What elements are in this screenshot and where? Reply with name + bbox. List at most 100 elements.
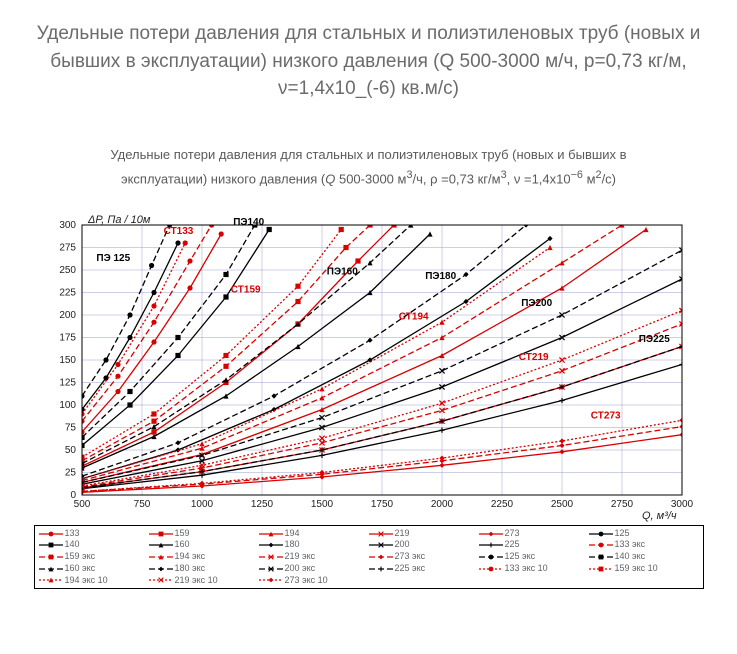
legend-item: 160 экс [39, 563, 149, 575]
legend-item: 125 [589, 528, 699, 540]
legend-swatch [39, 575, 63, 585]
svg-text:50: 50 [64, 445, 76, 456]
svg-text:2500: 2500 [550, 499, 573, 510]
legend-swatch [479, 529, 503, 539]
svg-text:3000: 3000 [670, 499, 693, 510]
legend-label: 159 экс 10 [615, 563, 658, 575]
svg-text:СТ159: СТ159 [230, 284, 260, 295]
svg-text:ΔP, Па / 10м: ΔP, Па / 10м [87, 215, 151, 226]
svg-text:750: 750 [133, 499, 150, 510]
legend-label: 219 [395, 528, 410, 540]
svg-text:1750: 1750 [370, 499, 393, 510]
legend-swatch [589, 540, 613, 550]
legend-swatch [479, 540, 503, 550]
legend-label: 225 экс [395, 563, 426, 575]
legend-item: 225 [479, 539, 589, 551]
svg-text:0: 0 [70, 490, 76, 501]
legend-item [369, 575, 479, 587]
page-title: Удельные потери давления для стальных и … [20, 20, 717, 103]
svg-text:200: 200 [59, 310, 76, 321]
legend-item: 194 экс [149, 551, 259, 563]
legend-item: 219 экс 10 [149, 575, 259, 587]
svg-text:2250: 2250 [490, 499, 513, 510]
legend-item: 180 экс [149, 563, 259, 575]
legend-label: 273 [505, 528, 520, 540]
legend-item: 273 [479, 528, 589, 540]
svg-text:75: 75 [64, 422, 76, 433]
svg-text:1000: 1000 [190, 499, 213, 510]
legend-item: 133 экс [589, 539, 699, 551]
legend-label: 219 экс 10 [175, 575, 218, 587]
legend-item: 159 экс [39, 551, 149, 563]
legend-swatch [39, 540, 63, 550]
legend-label: 125 экс [505, 551, 536, 563]
svg-text:ПЭ200: ПЭ200 [521, 298, 552, 309]
legend-swatch [369, 529, 393, 539]
legend-swatch [149, 575, 173, 585]
svg-text:СТ194: СТ194 [398, 311, 428, 322]
svg-text:1500: 1500 [310, 499, 333, 510]
legend-item [589, 575, 699, 587]
legend-item: 133 экс 10 [479, 563, 589, 575]
caption-line2-c: /ч, ρ =0,73 кг/м [413, 171, 501, 186]
svg-text:2000: 2000 [430, 499, 453, 510]
svg-text:ПЭ180: ПЭ180 [425, 271, 456, 282]
legend-label: 194 экс [175, 551, 206, 563]
svg-text:ПЭ225: ПЭ225 [638, 334, 669, 345]
svg-text:ПЭ160: ПЭ160 [326, 266, 357, 277]
legend-swatch [39, 529, 63, 539]
svg-text:ПЭ 125: ПЭ 125 [96, 253, 130, 264]
caption-supn6: −6 [571, 169, 583, 181]
legend-item: 219 [369, 528, 479, 540]
legend-label: 219 экс [285, 551, 316, 563]
svg-text:275: 275 [59, 242, 76, 253]
legend-swatch [369, 540, 393, 550]
legend-item: 200 [369, 539, 479, 551]
caption-line1: Удельные потери давления для стальных и … [110, 147, 626, 162]
caption-line2-d: , ν =1,4x10 [507, 171, 571, 186]
svg-text:Q, м³/ч: Q, м³/ч [642, 510, 677, 522]
legend-item: 159 экс 10 [589, 563, 699, 575]
legend-label: 159 экс [65, 551, 96, 563]
svg-text:175: 175 [59, 332, 76, 343]
svg-text:500: 500 [73, 499, 90, 510]
legend-swatch [39, 564, 63, 574]
legend-swatch [259, 529, 283, 539]
legend-swatch [259, 564, 283, 574]
legend-item [479, 575, 589, 587]
legend-label: 180 экс [175, 563, 206, 575]
svg-text:СТ133: СТ133 [163, 226, 193, 237]
legend-swatch [149, 552, 173, 562]
legend-item: 194 экс 10 [39, 575, 149, 587]
legend-label: 273 экс [395, 551, 426, 563]
legend-label: 133 экс 10 [505, 563, 548, 575]
svg-text:ПЭ140: ПЭ140 [233, 217, 264, 228]
legend-item: 159 [149, 528, 259, 540]
svg-text:100: 100 [59, 400, 76, 411]
legend-swatch [259, 552, 283, 562]
legend-swatch [589, 564, 613, 574]
legend-item: 273 экс 10 [259, 575, 369, 587]
legend-label: 159 [175, 528, 190, 540]
svg-text:2750: 2750 [610, 499, 633, 510]
legend-label: 133 [65, 528, 80, 540]
legend-label: 160 [175, 539, 190, 551]
legend-label: 225 [505, 539, 520, 551]
legend-item: 194 [259, 528, 369, 540]
legend-item: 219 экс [259, 551, 369, 563]
caption-Q: Q [325, 171, 335, 186]
legend-label: 180 [285, 539, 300, 551]
svg-text:СТ219: СТ219 [518, 352, 548, 363]
svg-text:25: 25 [64, 467, 76, 478]
legend-label: 140 экс [615, 551, 646, 563]
legend-label: 273 экс 10 [285, 575, 328, 587]
legend-label: 125 [615, 528, 630, 540]
legend-label: 160 экс [65, 563, 96, 575]
legend-swatch [589, 552, 613, 562]
legend-swatch [259, 575, 283, 585]
legend-swatch [369, 564, 393, 574]
legend-swatch [479, 552, 503, 562]
legend-label: 200 экс [285, 563, 316, 575]
legend-swatch [259, 540, 283, 550]
svg-text:125: 125 [59, 377, 76, 388]
